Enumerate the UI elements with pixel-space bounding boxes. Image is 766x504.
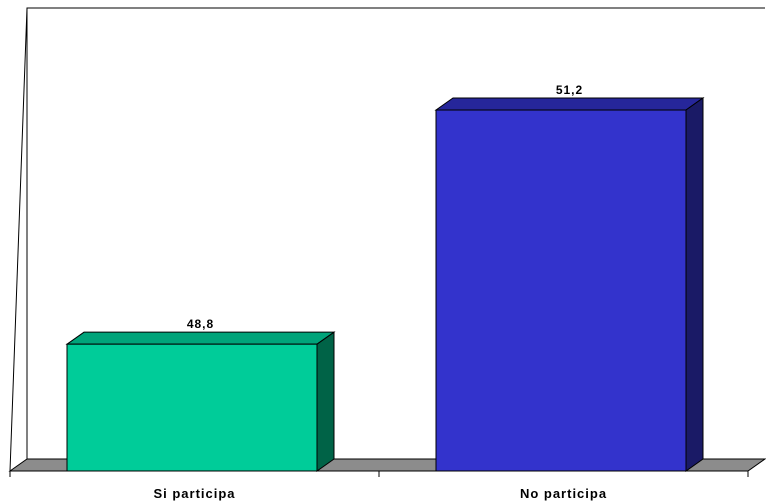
bar-top-face [65, 331, 336, 345]
bar-si-participa [65, 331, 336, 472]
data-label: 48,8 [187, 317, 214, 331]
bar-front-face [66, 343, 318, 472]
bar-no-participa [434, 97, 705, 472]
chart-bars [65, 97, 705, 472]
chart-labels: 48,8 Si participa 51,2 No participa [153, 83, 607, 501]
x-tick-label: No participa [520, 486, 607, 501]
x-tick-label: Si participa [153, 486, 235, 501]
bar-top-face [434, 97, 705, 111]
bar-side-face [685, 97, 704, 472]
data-label: 51,2 [556, 83, 583, 97]
bar-side-face [316, 331, 335, 472]
bar-front-face [435, 109, 687, 472]
